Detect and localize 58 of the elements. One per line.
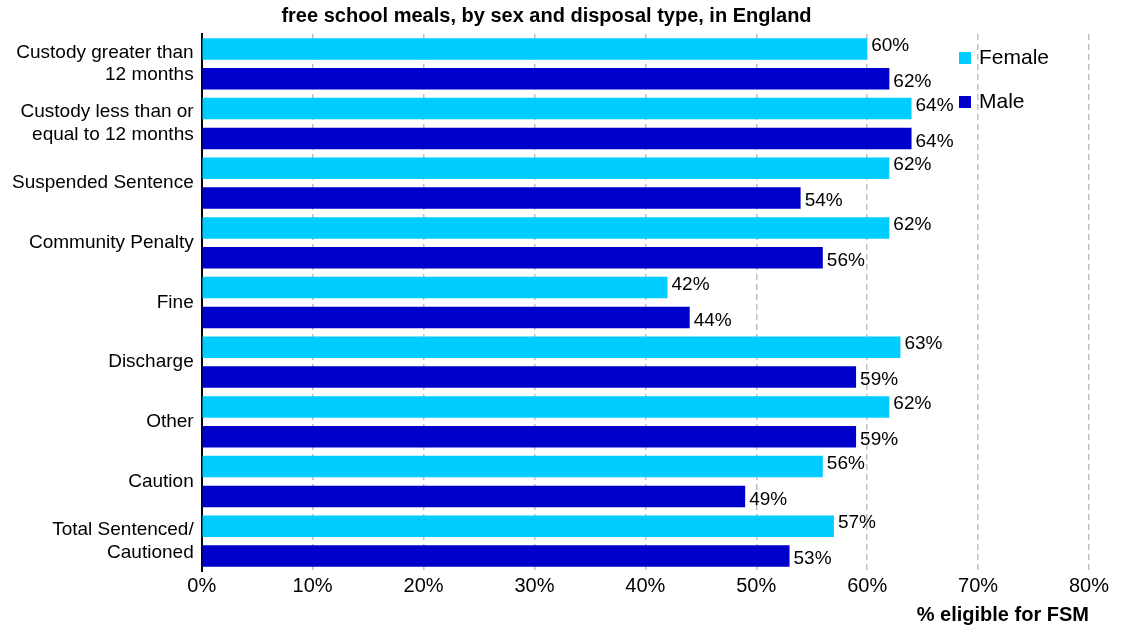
data-label: 49%: [749, 487, 788, 509]
y-tick-label: Custody greater than 12 months: [16, 40, 194, 85]
bar: [202, 545, 790, 567]
data-label: 56%: [826, 248, 865, 270]
legend-label: Female: [979, 44, 1050, 68]
y-tick-label: Custody less than or equal to 12 months: [20, 100, 195, 145]
x-tick-label: 10%: [292, 573, 333, 596]
x-tick-label: 0%: [187, 573, 217, 596]
bar: [202, 247, 823, 269]
x-axis-title: % eligible for FSM: [916, 602, 1089, 625]
data-label: 42%: [671, 272, 710, 294]
y-tick-label: Community Penalty: [28, 231, 195, 253]
bar: [202, 127, 912, 150]
data-label: 64%: [915, 129, 954, 151]
data-label: 59%: [860, 427, 899, 449]
data-label: 62%: [893, 392, 932, 414]
x-tick-label: 60%: [847, 573, 888, 596]
y-tick-label: Suspended Sentence: [11, 171, 194, 193]
bar: [202, 485, 746, 508]
data-label: 62%: [893, 153, 932, 175]
chart-title: free school meals, by sex and disposal type, in England: [281, 3, 812, 26]
x-tick-label: 40%: [625, 573, 666, 596]
x-tick-label: 50%: [736, 573, 777, 596]
bar: [202, 276, 668, 299]
bar: [202, 187, 801, 209]
x-tick-label: 20%: [403, 573, 444, 596]
data-label: 57%: [837, 511, 877, 533]
bar: [202, 97, 912, 120]
data-label: 64%: [915, 93, 954, 115]
data-label: 59%: [860, 368, 899, 390]
data-label: 53%: [793, 547, 832, 569]
data-label: 60%: [871, 34, 910, 56]
x-tick-label: 80%: [1068, 573, 1110, 596]
legend-label: Male: [979, 88, 1025, 112]
y-tick-label: Other: [146, 410, 195, 432]
bar: [202, 336, 901, 358]
data-label: 62%: [893, 213, 932, 235]
data-label: 44%: [693, 308, 732, 330]
x-tick-label: 30%: [514, 573, 555, 596]
bar: [202, 426, 857, 448]
bar: [202, 217, 890, 239]
y-tick-label: Caution: [128, 469, 194, 491]
x-tick-label: 70%: [958, 573, 999, 596]
bar: [202, 306, 690, 329]
data-label: 62%: [893, 69, 932, 91]
bar: [202, 396, 890, 418]
data-label: 56%: [826, 451, 865, 473]
bar: [202, 455, 823, 478]
bar: [202, 38, 868, 60]
y-tick-label: Fine: [156, 290, 194, 312]
bar: [202, 68, 890, 90]
bar: [202, 515, 834, 537]
bar: [202, 366, 857, 388]
data-label: 63%: [904, 332, 943, 354]
bar: [202, 157, 890, 179]
y-tick-label: Discharge: [108, 350, 194, 372]
y-tick-label: Total Sentenced/Cautioned: [52, 518, 195, 562]
data-label: 54%: [804, 189, 843, 211]
